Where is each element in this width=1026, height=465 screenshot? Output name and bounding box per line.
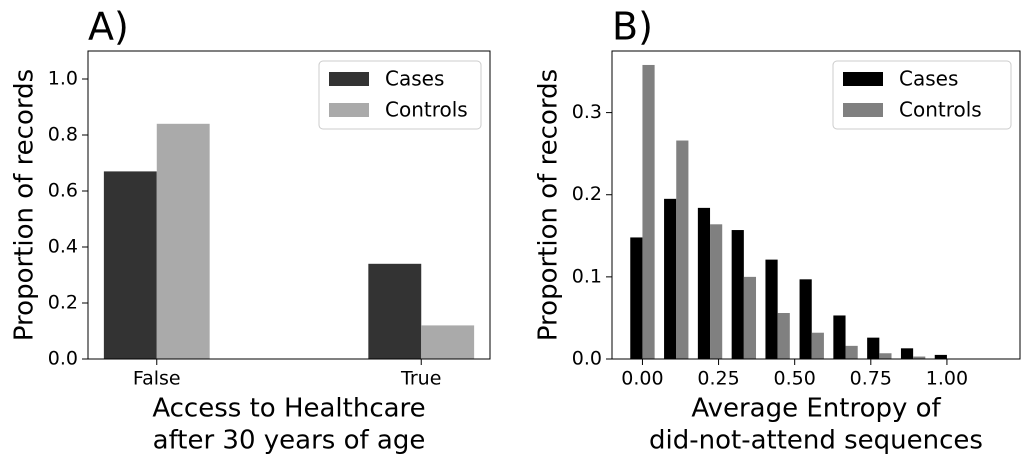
legend-swatch	[329, 103, 369, 117]
y-axis-label: Proportion of records	[10, 69, 40, 341]
bar	[845, 345, 858, 359]
bar	[664, 198, 677, 359]
y-tick-label: 0.3	[572, 101, 602, 123]
x-axis-label: did-not-attend sequences	[649, 426, 983, 456]
bar	[879, 353, 892, 359]
bar	[934, 354, 947, 359]
bar	[103, 171, 157, 359]
legend-swatch	[843, 103, 883, 117]
x-axis-label: after 30 years of age	[153, 426, 426, 456]
bar	[676, 140, 689, 359]
x-tick-label: 0.50	[774, 368, 816, 390]
x-tick-label: 0.00	[621, 368, 663, 390]
panel-title: A)	[88, 5, 129, 49]
y-tick-label: 0.1	[572, 265, 602, 287]
legend-swatch	[843, 72, 883, 86]
axes-frame	[611, 50, 1021, 360]
y-tick-label: 0.4	[48, 236, 78, 258]
legend-label: Cases	[899, 67, 958, 91]
x-tick-label: True	[400, 368, 441, 390]
x-tick-label: 0.75	[850, 368, 892, 390]
x-tick-label: 1.00	[926, 368, 968, 390]
bar	[156, 123, 210, 359]
bar	[765, 259, 778, 359]
bar	[421, 325, 475, 359]
bar	[811, 332, 824, 359]
axes-frame	[87, 50, 491, 360]
y-tick-label: 0.0	[48, 348, 78, 370]
bar	[833, 315, 846, 359]
x-tick-label: 0.25	[697, 368, 739, 390]
y-tick-label: 0.2	[48, 292, 78, 314]
y-tick-label: 0.8	[48, 124, 78, 146]
legend-label: Cases	[385, 67, 444, 91]
x-axis-label: Average Entropy of	[691, 394, 941, 424]
bar	[900, 348, 914, 359]
legend-label: Controls	[899, 98, 982, 122]
bar	[799, 279, 812, 359]
y-tick-label: 1.0	[48, 68, 78, 90]
bar	[743, 276, 757, 359]
y-tick-label: 0.0	[572, 348, 602, 370]
legend-swatch	[329, 72, 369, 86]
bar	[777, 313, 790, 359]
bar	[697, 207, 711, 359]
legend-label: Controls	[385, 98, 468, 122]
bar	[913, 356, 926, 359]
bar	[710, 224, 723, 359]
y-tick-label: 0.2	[572, 183, 602, 205]
x-axis-label: Access to Healthcare	[152, 394, 425, 424]
bar	[368, 263, 422, 359]
bar	[642, 64, 655, 359]
x-tick-label: False	[133, 368, 181, 390]
panel-title: B)	[612, 5, 653, 49]
bar	[867, 337, 880, 359]
y-tick-label: 0.6	[48, 180, 78, 202]
y-axis-label: Proportion of records	[534, 69, 564, 341]
bar	[630, 237, 643, 359]
bar	[731, 230, 744, 359]
